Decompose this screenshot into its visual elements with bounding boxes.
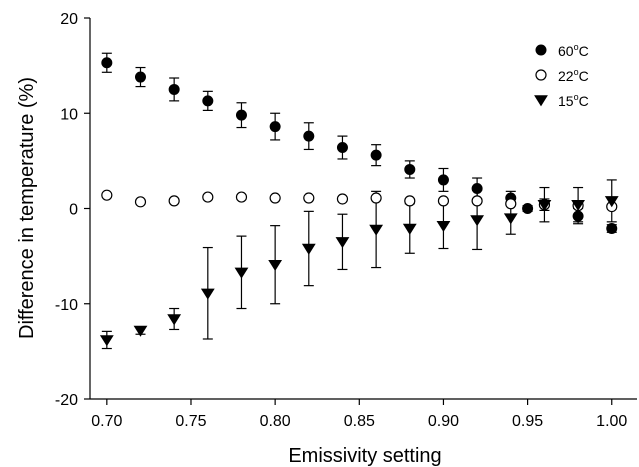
data-point-series-1 — [370, 192, 382, 204]
legend-marker-2 — [534, 95, 548, 107]
data-point-series-1 — [202, 191, 214, 203]
data-point-series-2 — [268, 259, 283, 272]
data-point-series-2 — [402, 223, 417, 235]
data-point-series-0 — [522, 203, 534, 214]
data-point-series-2 — [99, 335, 114, 347]
data-point-series-1 — [505, 198, 517, 210]
data-point-series-2 — [436, 220, 451, 232]
data-point-series-0 — [437, 174, 449, 186]
data-point-series-1 — [336, 193, 349, 205]
ticks: -20 -10 0 10 20 0.70 0.75 0.80 0.85 0.90 0.95 1.00 — [55, 11, 628, 430]
y-tick-label: 0 — [69, 202, 78, 219]
data-point-series-2 — [335, 237, 350, 249]
x-tick-label: 0.85 — [344, 413, 375, 430]
data-point-series-0 — [606, 223, 618, 235]
data-point-series-0 — [336, 142, 348, 154]
data-point-series-2 — [234, 267, 249, 279]
legend-marker-0 — [535, 44, 547, 56]
legend-label-0: 60oC — [558, 42, 589, 59]
data-point-series-0 — [303, 130, 315, 142]
data-point-series-0 — [471, 182, 483, 194]
data-point-series-0 — [101, 57, 113, 69]
data-point-series-1 — [134, 196, 147, 208]
data-point-series-1 — [235, 191, 248, 203]
data-point-series-2 — [537, 199, 552, 212]
data-point-series-2 — [571, 199, 585, 212]
legend-label-1: 22oC — [558, 67, 589, 84]
data-point-series-1 — [303, 192, 315, 204]
data-point-series-1 — [437, 195, 450, 207]
data-point-series-0 — [202, 95, 214, 107]
markers — [99, 57, 619, 347]
data-point-series-1 — [404, 195, 416, 207]
data-point-series-1 — [168, 195, 180, 207]
x-axis-title: Emissivity setting — [288, 445, 441, 467]
x-tick-label: 1.00 — [596, 413, 627, 430]
data-point-series-1 — [471, 195, 483, 207]
x-tick-label: 0.90 — [428, 413, 459, 430]
y-tick-label: -10 — [55, 297, 78, 314]
data-point-series-1 — [269, 192, 281, 204]
x-tick-label: 0.95 — [512, 413, 543, 430]
data-point-series-0 — [404, 163, 416, 175]
axes — [89, 18, 637, 400]
y-tick-label: 20 — [60, 11, 78, 28]
data-point-series-2 — [503, 213, 518, 225]
data-point-series-0 — [269, 121, 281, 133]
data-point-series-2 — [301, 243, 316, 255]
y-axis-title: Difference in temperature (%) — [16, 77, 38, 339]
data-point-series-2 — [200, 288, 215, 300]
data-point-series-2 — [470, 215, 485, 227]
legend-marker-1 — [535, 69, 547, 81]
x-tick-label: 0.70 — [91, 413, 122, 430]
data-point-series-2 — [604, 196, 619, 208]
data-point-series-2 — [133, 325, 148, 337]
data-point-series-0 — [134, 71, 146, 83]
data-point-series-1 — [101, 189, 113, 201]
data-point-series-0 — [235, 109, 247, 121]
data-point-series-2 — [167, 314, 182, 326]
data-point-series-0 — [370, 149, 382, 161]
legend: 60oC 22oC 15oC — [534, 42, 589, 109]
data-point-series-0 — [168, 83, 180, 95]
x-tick-label: 0.80 — [260, 413, 291, 430]
y-tick-label: -20 — [55, 392, 78, 409]
data-point-series-2 — [369, 224, 384, 236]
x-tick-label: 0.75 — [175, 413, 206, 430]
legend-label-2: 15oC — [558, 92, 589, 109]
data-point-series-0 — [572, 210, 584, 222]
y-tick-label: 10 — [60, 106, 78, 123]
